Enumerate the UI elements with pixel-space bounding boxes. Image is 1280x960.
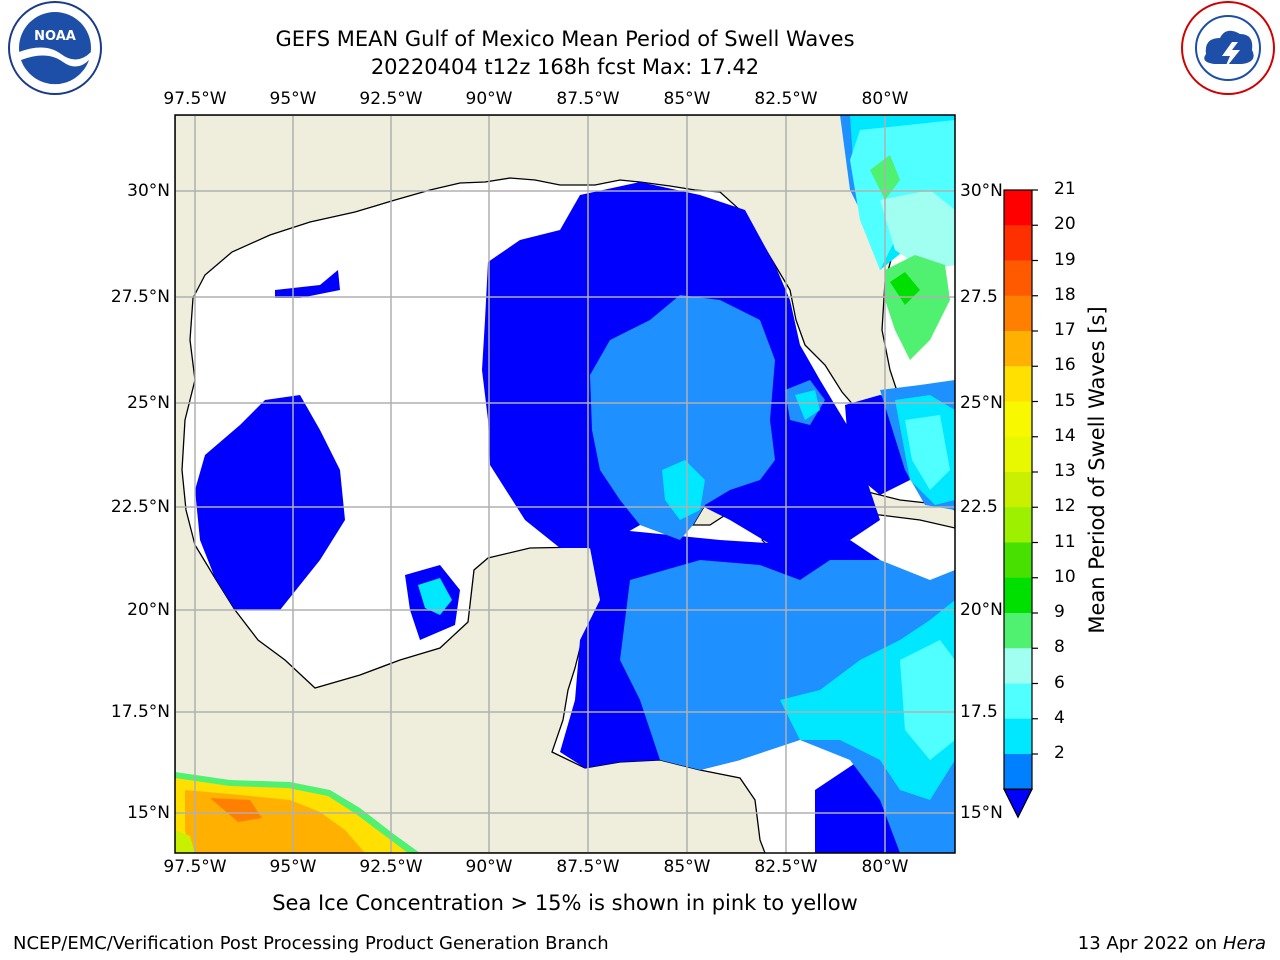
- colorbar-tick-label: 9: [1054, 602, 1065, 622]
- lat-label-right-20n: 20°N: [960, 600, 1003, 620]
- colorbar-swatch: [1004, 542, 1032, 579]
- footer-date-host: 13 Apr 2022 on Hera: [1078, 933, 1266, 954]
- lon-label-top-82.5w: 82.5°W: [754, 89, 818, 109]
- map-gridlines: [175, 115, 955, 853]
- lon-label-top-90w: 90°W: [465, 89, 513, 109]
- sea-ice-caption: Sea Ice Concentration > 15% is shown in …: [272, 891, 858, 915]
- colorbar-title: Mean Period of Swell Waves [s]: [1085, 306, 1109, 634]
- colorbar-tick-label: 21: [1054, 179, 1076, 199]
- colorbar-tick-label: 10: [1054, 566, 1076, 587]
- colorbar-swatch: [1004, 401, 1032, 438]
- colorbar-tick-label: 19: [1054, 249, 1076, 270]
- footer-host: Hera: [1222, 933, 1266, 954]
- lat-label-left-30n: 30°N: [127, 181, 170, 201]
- nws-logo: [1181, 1, 1275, 95]
- lon-label-top-85w: 85°W: [663, 89, 711, 109]
- noaa-logo: NOAA: [8, 1, 102, 95]
- lon-label-bottom-97.5w: 97.5°W: [163, 857, 227, 877]
- colorbar-extend-arrow: [1003, 788, 1033, 819]
- chart-title: GEFS MEAN Gulf of Mexico Mean Period of …: [275, 27, 855, 51]
- colorbar-tick-label: 13: [1054, 461, 1076, 481]
- lat-label-right-22.5: 22.5: [960, 497, 998, 517]
- colorbar-swatch: [1004, 718, 1032, 755]
- colorbar-tick-label: 11: [1054, 531, 1076, 552]
- colorbar-tick-label: 14: [1054, 425, 1076, 446]
- colorbar-frame: [1003, 189, 1033, 790]
- colorbar-swatch: [1004, 331, 1032, 367]
- lat-label-left-27.5n: 27.5°N: [110, 287, 170, 307]
- map-frame: [174, 114, 956, 854]
- lat-label-left-17.5n: 17.5°N: [110, 702, 170, 722]
- lat-label-left-25n: 25°N: [127, 393, 170, 413]
- lon-label-top-87.5w: 87.5°W: [556, 89, 620, 109]
- footer-branch: NCEP/EMC/Verification Post Processing Pr…: [13, 933, 609, 954]
- colorbar-swatch: [1004, 648, 1032, 684]
- colorbar-tick-label: 12: [1054, 496, 1076, 517]
- colorbar-swatch: [1004, 190, 1032, 226]
- lon-label-bottom-85w: 85°W: [663, 857, 711, 877]
- colorbar-swatch: [1004, 683, 1032, 720]
- lon-label-top-97.5w: 97.5°W: [163, 89, 227, 109]
- colorbar-swatch: [1004, 295, 1032, 332]
- colorbar-swatch: [1004, 472, 1032, 508]
- footer-date: 13 Apr 2022 on: [1077, 933, 1223, 954]
- lon-label-bottom-87.5w: 87.5°W: [556, 857, 620, 877]
- colorbar-tick-label: 18: [1054, 284, 1076, 305]
- lat-label-left-15n: 15°N: [127, 803, 170, 823]
- colorbar-swatch: [1004, 225, 1032, 261]
- colorbar-tick-label: 2: [1054, 743, 1065, 763]
- lat-label-left-20n: 20°N: [127, 600, 170, 620]
- lat-label-right-17.5: 17.5: [960, 702, 998, 722]
- noaa-logo-text: NOAA: [34, 29, 76, 44]
- lon-label-bottom-95w: 95°W: [269, 857, 317, 877]
- lon-label-top-80w: 80°W: [861, 89, 909, 109]
- lon-label-bottom-90w: 90°W: [465, 857, 513, 877]
- colorbar-tick-label: 6: [1054, 672, 1065, 693]
- chart-subtitle: 20220404 t12z 168h fcst Max: 17.42: [370, 55, 760, 79]
- lat-label-right-27.5: 27.5: [960, 287, 998, 307]
- colorbar: [1003, 189, 1038, 819]
- lon-label-bottom-80w: 80°W: [861, 857, 909, 877]
- lon-label-bottom-82.5w: 82.5°W: [754, 857, 818, 877]
- colorbar-swatch: [1004, 366, 1032, 402]
- lat-label-right-15n: 15°N: [960, 803, 1003, 823]
- colorbar-swatch: [1004, 507, 1032, 543]
- colorbar-tick-label: 20: [1054, 214, 1076, 235]
- lon-label-top-95w: 95°W: [269, 89, 317, 109]
- colorbar-tick-label: 17: [1054, 320, 1076, 340]
- colorbar-tick-label: 15: [1054, 390, 1076, 411]
- colorbar-tick-label: 16: [1054, 355, 1076, 376]
- colorbar-tick-label: 8: [1054, 637, 1065, 658]
- colorbar-tick-label: 4: [1054, 707, 1065, 728]
- lon-label-bottom-92.5w: 92.5°W: [359, 857, 423, 877]
- colorbar-swatch: [1004, 436, 1032, 473]
- lat-label-right-25n: 25°N: [960, 393, 1003, 413]
- lat-label-left-22.5n: 22.5°N: [110, 497, 170, 517]
- colorbar-swatch: [1004, 577, 1032, 614]
- swell-field-8-9: [880, 190, 955, 270]
- colorbar-swatch: [1004, 613, 1032, 649]
- lon-label-top-92.5w: 92.5°W: [359, 89, 423, 109]
- colorbar-swatch: [1004, 260, 1032, 297]
- lat-label-right-30n: 30°N: [960, 181, 1003, 201]
- colorbar-swatch: [1004, 754, 1032, 790]
